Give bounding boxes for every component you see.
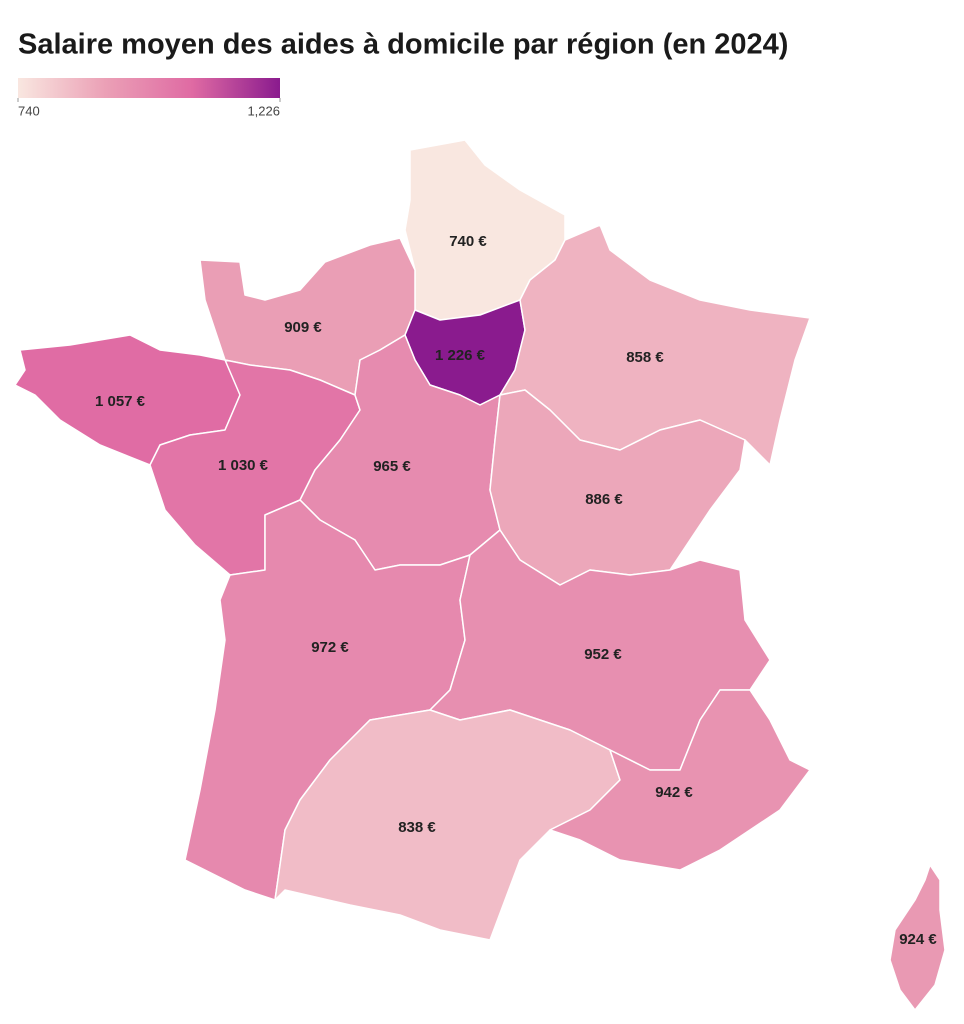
region-value-label: 924 €: [899, 931, 937, 948]
region-value-label: 838 €: [398, 819, 436, 836]
region-value-label: 858 €: [626, 349, 664, 366]
region-value-label: 952 €: [584, 646, 622, 663]
legend-tick-label: 740: [18, 103, 40, 118]
region-value-label: 740 €: [449, 233, 487, 250]
chart-title: Salaire moyen des aides à domicile par r…: [18, 29, 788, 61]
legend-tick-label: 1,226: [247, 103, 280, 118]
region-value-label: 942 €: [655, 784, 693, 801]
region-value-label: 909 €: [284, 319, 322, 336]
region-value-label: 1 030 €: [218, 457, 269, 474]
region: [274, 709, 621, 941]
region-value-label: 1 226 €: [435, 347, 486, 364]
region: [889, 864, 946, 1011]
region-value-label: 972 €: [311, 639, 349, 656]
region-value-label: 886 €: [585, 491, 623, 508]
region-value-label: 1 057 €: [95, 393, 146, 410]
region: [549, 689, 811, 871]
legend-bar: [18, 78, 280, 98]
region-value-label: 965 €: [373, 458, 411, 475]
